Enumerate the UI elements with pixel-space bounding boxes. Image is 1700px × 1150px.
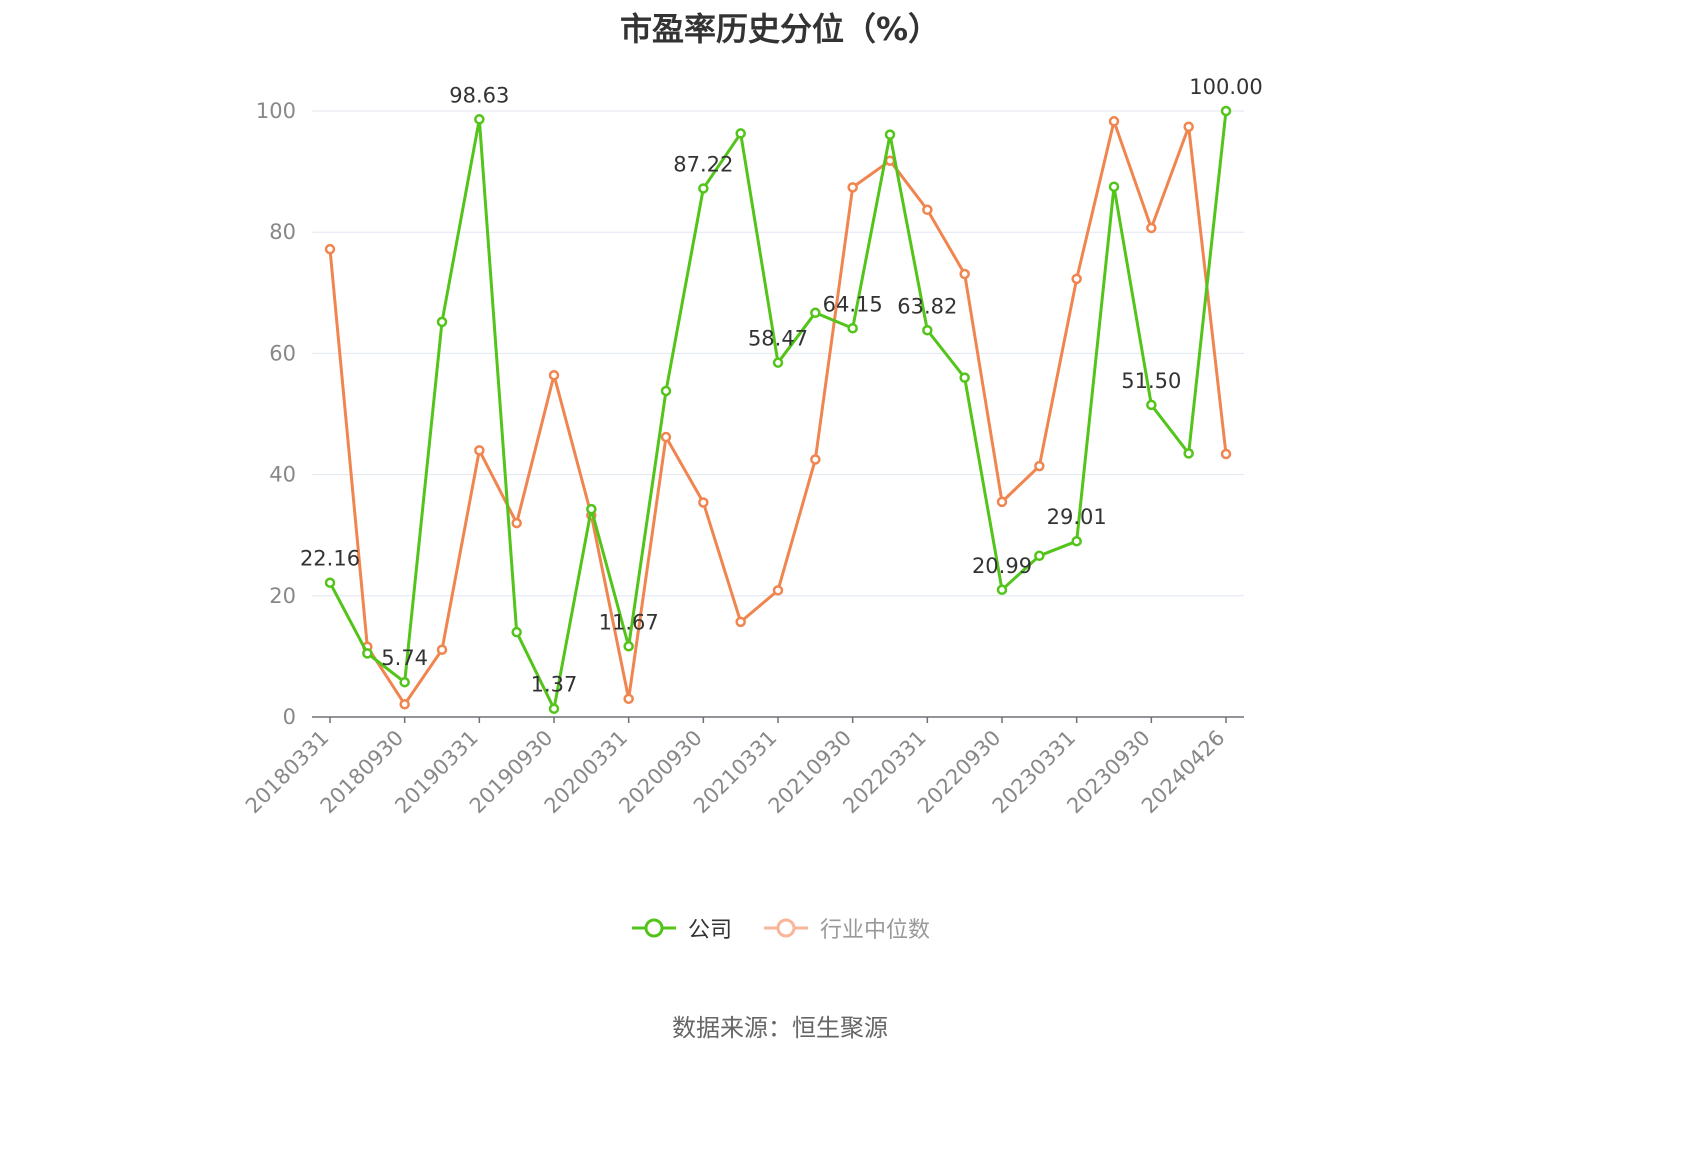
data-point-company <box>548 703 560 714</box>
data-labels: 22.16 5.74 98.63 1.37 11.67 87.22 58.47 64.15 63… <box>300 75 1263 697</box>
data-point-company <box>660 385 672 397</box>
chart-title: 市盈率历史分位（%） <box>619 10 941 48</box>
y-tick-label: 20 <box>269 584 296 608</box>
data-label: 20.99 <box>972 554 1032 578</box>
data-point-company <box>698 183 709 194</box>
data-source: 数据来源：恒生聚源 <box>672 1014 888 1042</box>
legend-label-company: 公司 <box>687 918 732 943</box>
data-point-company <box>810 307 821 319</box>
legend-line-icon <box>631 918 676 938</box>
legend-item-industry[interactable]: 行业中位数 <box>762 912 930 944</box>
data-point-industry <box>623 693 634 705</box>
data-point-industry <box>996 496 1008 508</box>
data-point-company <box>884 129 896 140</box>
data-point-company <box>959 372 970 383</box>
axes: 0204060801002018033120180930201903312019… <box>241 99 1244 818</box>
data-label: 1.37 <box>531 673 578 697</box>
data-point-industry <box>1108 116 1120 127</box>
data-point-industry <box>772 585 784 596</box>
data-point-industry <box>399 699 410 710</box>
data-point-company <box>1108 181 1120 192</box>
data-point-industry <box>324 243 336 255</box>
data-label: 87.22 <box>673 152 733 176</box>
y-tick-label: 60 <box>269 341 296 365</box>
y-tick-label: 0 <box>283 705 296 729</box>
data-label: 63.82 <box>897 294 957 318</box>
data-point-industry <box>884 155 896 166</box>
data-point-industry <box>548 369 560 381</box>
data-point-company <box>1220 105 1232 117</box>
legend-item-company[interactable]: 公司 <box>630 912 732 944</box>
data-point-company <box>324 577 336 588</box>
data-point-industry <box>1071 273 1082 285</box>
data-label: 98.63 <box>449 83 509 107</box>
data-point-industry <box>922 204 933 216</box>
data-point-company <box>399 676 410 688</box>
legend-line-icon <box>764 918 808 938</box>
data-point-industry <box>511 517 522 529</box>
data-point-company <box>847 323 858 334</box>
data-label: 29.01 <box>1047 505 1107 529</box>
data-point-company <box>511 626 522 638</box>
data-point-company <box>1183 448 1194 459</box>
data-point-company <box>436 316 448 328</box>
data-point-company <box>586 503 597 515</box>
data-label: 22.16 <box>300 547 360 571</box>
legend: 公司 行业中位数 <box>0 912 1560 944</box>
data-label: 51.50 <box>1121 369 1181 393</box>
data-point-company <box>623 641 634 652</box>
series-layer <box>324 105 1232 714</box>
y-tick-label: 40 <box>269 463 296 487</box>
data-point-industry <box>474 445 485 456</box>
legend-label-industry: 行业中位数 <box>820 918 931 943</box>
data-point-industry <box>1220 448 1232 460</box>
data-point-industry <box>436 644 448 655</box>
y-tick-label: 100 <box>256 99 296 123</box>
data-point-industry <box>1183 121 1194 133</box>
data-point-industry <box>698 497 709 508</box>
data-point-industry <box>847 182 858 193</box>
data-label: 58.47 <box>748 327 808 351</box>
data-point-company <box>474 114 485 125</box>
data-point-company <box>1071 535 1082 547</box>
y-tick-label: 80 <box>269 220 296 244</box>
data-point-industry <box>959 268 970 280</box>
data-point-industry <box>1034 460 1045 472</box>
data-point-company <box>772 357 784 368</box>
data-point-industry <box>1146 222 1157 234</box>
data-point-company <box>996 584 1008 596</box>
series-line-company <box>328 110 1228 711</box>
data-label: 100.00 <box>1189 75 1262 99</box>
data-point-company <box>1146 399 1157 411</box>
data-label: 5.74 <box>381 646 428 670</box>
data-point-industry <box>660 431 672 443</box>
data-point-industry <box>810 454 821 465</box>
data-point-company <box>922 325 933 336</box>
data-point-company <box>735 128 746 139</box>
data-label: 11.67 <box>599 610 659 634</box>
data-label: 64.15 <box>823 292 883 316</box>
data-point-company <box>362 648 373 659</box>
data-point-company <box>1034 550 1045 562</box>
data-point-industry <box>735 616 746 628</box>
